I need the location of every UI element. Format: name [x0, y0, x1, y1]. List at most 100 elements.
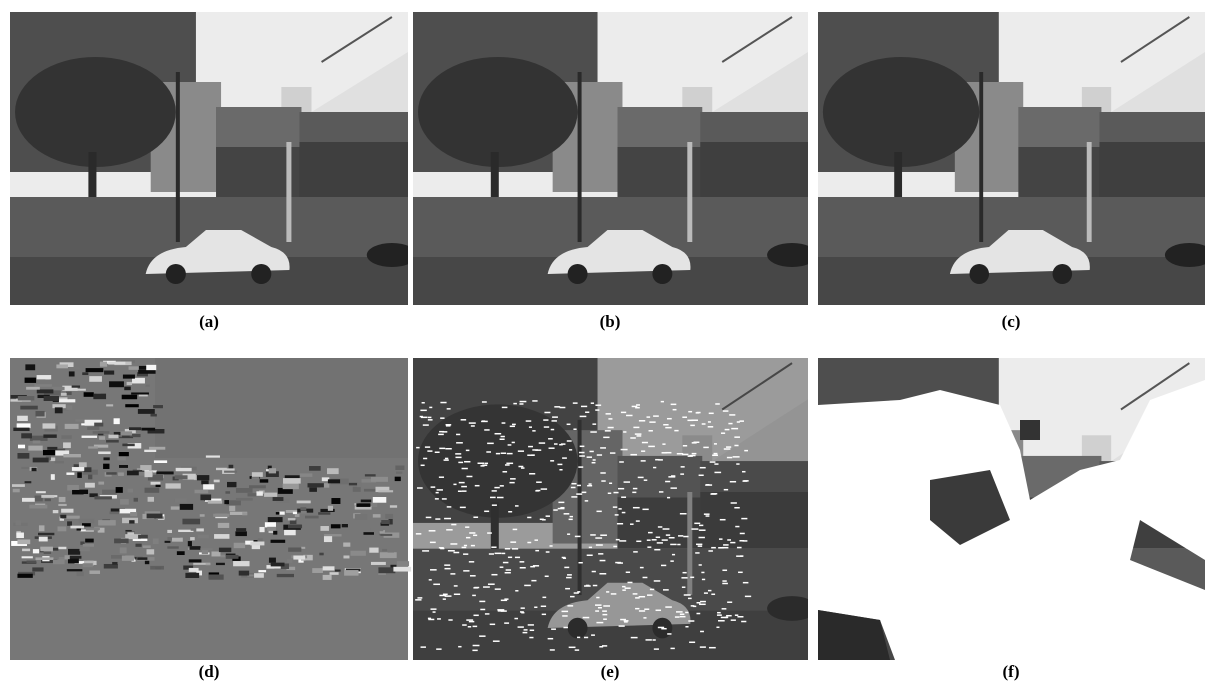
texture — [471, 545, 475, 547]
texture — [85, 539, 94, 543]
texture — [650, 589, 654, 591]
texture — [550, 460, 554, 462]
texture — [693, 606, 696, 608]
texture — [356, 503, 370, 507]
texture — [592, 423, 596, 425]
texture — [114, 432, 121, 435]
texture — [541, 488, 547, 490]
texture — [515, 590, 518, 592]
texture — [462, 624, 467, 626]
texture — [353, 487, 361, 492]
texture — [121, 431, 133, 435]
texture — [190, 537, 195, 540]
texture — [716, 627, 719, 629]
texture — [206, 455, 220, 457]
texture — [632, 406, 638, 408]
texture — [642, 509, 648, 511]
texture — [490, 624, 495, 626]
texture — [647, 594, 652, 596]
texture — [249, 485, 266, 488]
texture — [455, 453, 461, 455]
texture — [585, 500, 588, 502]
texture — [234, 543, 245, 548]
texture — [647, 539, 651, 541]
texture — [89, 571, 100, 574]
texture — [22, 556, 33, 558]
texture — [641, 460, 646, 462]
texture — [743, 480, 748, 482]
texture — [580, 416, 587, 418]
texture — [618, 508, 621, 510]
texture — [462, 490, 467, 492]
texture — [506, 569, 511, 571]
texture — [712, 454, 718, 456]
texture — [464, 545, 467, 547]
texture — [481, 421, 488, 423]
texture — [120, 499, 129, 505]
texture — [591, 402, 594, 404]
texture — [633, 593, 638, 595]
texture — [567, 605, 573, 607]
texture — [59, 399, 75, 402]
texture — [702, 579, 705, 581]
texture — [119, 452, 129, 456]
texture — [497, 497, 504, 499]
texture — [17, 539, 30, 544]
texture — [595, 404, 601, 406]
texture — [531, 580, 536, 582]
texture — [426, 517, 432, 519]
texture — [730, 542, 735, 544]
texture — [573, 428, 576, 430]
texture — [541, 606, 546, 608]
texture — [98, 451, 111, 454]
texture — [51, 474, 55, 480]
texture — [331, 498, 340, 504]
texture — [447, 408, 451, 410]
texture — [559, 469, 562, 471]
texture — [521, 607, 525, 609]
texture — [309, 466, 321, 471]
texture — [700, 601, 706, 603]
texture — [165, 541, 171, 543]
texture — [226, 555, 239, 559]
texture — [428, 618, 431, 620]
texture — [465, 526, 469, 528]
texture — [466, 450, 470, 452]
texture — [704, 592, 708, 594]
texture — [551, 429, 555, 431]
texture — [734, 507, 739, 509]
texture — [464, 461, 470, 463]
texture — [258, 570, 266, 572]
texture — [662, 539, 668, 541]
texture — [567, 424, 571, 426]
texture — [690, 425, 695, 427]
texture — [574, 592, 579, 594]
texture — [554, 406, 560, 408]
texture — [58, 547, 66, 549]
texture — [736, 463, 739, 465]
texture — [627, 582, 632, 584]
texture — [739, 420, 744, 422]
texture — [197, 535, 208, 539]
texture — [521, 467, 524, 469]
texture — [665, 606, 672, 608]
texture — [103, 457, 109, 460]
texture — [543, 419, 548, 421]
texture — [606, 591, 609, 593]
texture — [519, 403, 523, 405]
texture — [446, 529, 452, 531]
texture — [463, 553, 468, 555]
texture — [638, 477, 644, 479]
texture — [529, 426, 532, 428]
texture — [129, 520, 134, 523]
texture — [663, 589, 669, 591]
texture — [500, 438, 505, 440]
texture — [692, 442, 697, 444]
texture — [520, 567, 526, 569]
texture — [708, 590, 711, 592]
texture — [381, 520, 390, 524]
texture — [108, 435, 118, 439]
texture — [119, 465, 128, 468]
texture — [589, 547, 592, 549]
texture — [72, 385, 80, 387]
